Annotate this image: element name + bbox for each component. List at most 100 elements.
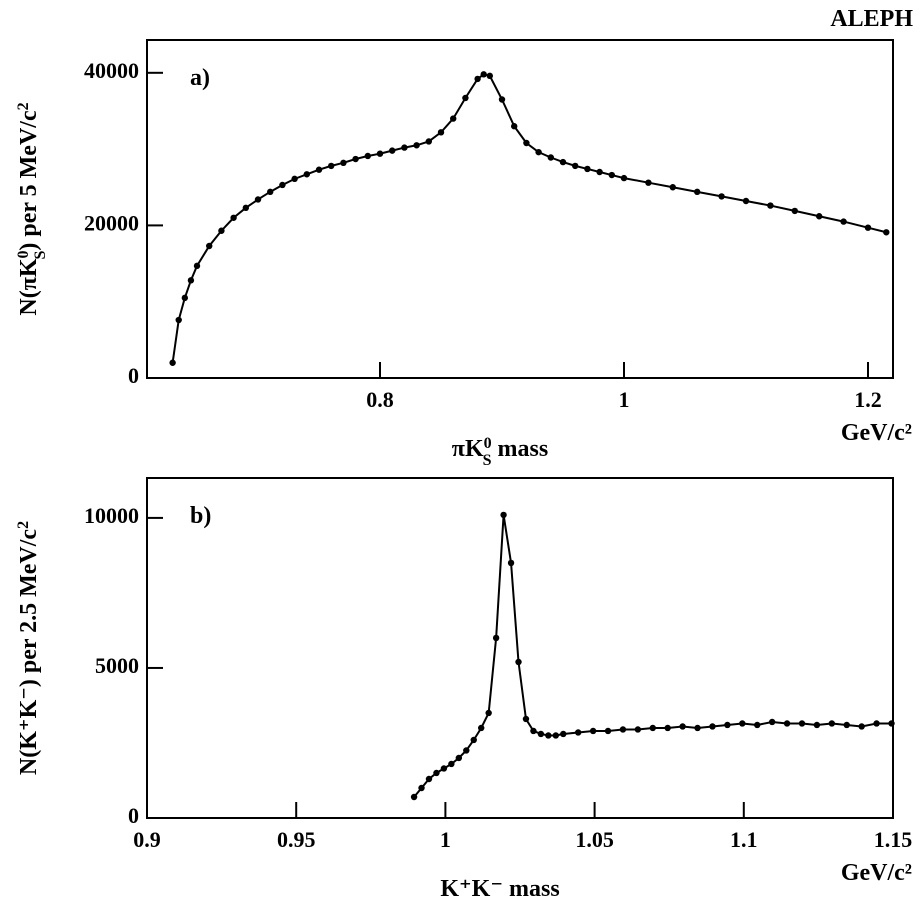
data-point	[864, 224, 872, 231]
data-point	[389, 147, 396, 154]
y-tick-label: 20000	[84, 210, 139, 235]
data-point	[840, 218, 847, 225]
label-part: K⁺K⁻ mass	[440, 876, 559, 900]
data-point	[474, 75, 481, 83]
data-point	[175, 316, 182, 324]
data-point	[470, 736, 477, 744]
label-part: 0	[484, 435, 492, 452]
y-axis-label: N(πK0S) per 5 MeV/c2	[15, 102, 49, 315]
data-point	[507, 559, 515, 567]
data-point	[187, 277, 195, 284]
x-tick-label: 1	[440, 827, 451, 852]
data-point	[604, 727, 612, 735]
x-tick-label: 1.15	[874, 827, 913, 852]
data-point	[883, 229, 890, 236]
data-point	[303, 171, 311, 178]
data-point	[433, 769, 440, 777]
x-tick-label: 1.05	[575, 827, 614, 852]
data-point	[206, 242, 213, 250]
label-part: S	[483, 452, 492, 469]
x-tick-label: 0.95	[277, 827, 316, 852]
panel-label: b)	[190, 503, 211, 529]
data-point	[401, 144, 408, 151]
chart-title: ALEPH	[830, 6, 913, 32]
data-point	[425, 775, 433, 783]
data-point	[364, 152, 372, 160]
data-point	[828, 720, 836, 727]
data-point	[694, 724, 701, 732]
data-point	[522, 715, 530, 723]
data-point	[410, 793, 418, 801]
data-point	[181, 294, 189, 302]
x-unit: GeV/c²	[841, 860, 912, 886]
data-point	[535, 148, 542, 156]
y-tick-label: 5000	[95, 653, 139, 678]
data-point	[843, 721, 850, 729]
x-axis-label: πK0 S mass	[452, 435, 548, 469]
data-point	[315, 166, 323, 173]
data-point	[500, 511, 507, 519]
data-point	[584, 165, 591, 173]
data-point	[462, 94, 469, 102]
data-point	[169, 359, 176, 366]
data-point	[455, 754, 463, 762]
data-point	[572, 162, 579, 170]
data-point	[608, 171, 616, 179]
data-point	[545, 732, 552, 739]
data-point	[798, 720, 806, 727]
data-point	[596, 168, 603, 176]
label-part: mass	[492, 436, 549, 462]
data-point	[669, 184, 676, 191]
data-point	[340, 159, 347, 167]
x-tick-label: 1	[619, 387, 630, 412]
data-point	[664, 724, 671, 732]
data-point	[619, 726, 627, 733]
data-point	[440, 765, 448, 772]
data-point	[523, 139, 530, 147]
y-tick-label: 40000	[84, 58, 139, 83]
data-point	[193, 262, 201, 270]
data-point	[649, 724, 656, 732]
label-part: N(K⁺K⁻) per 2.5 MeV/c	[16, 529, 42, 776]
data-point	[589, 727, 597, 735]
data-point	[783, 720, 791, 727]
data-point	[552, 732, 560, 739]
data-point	[437, 129, 445, 136]
data-point	[645, 179, 652, 186]
x-unit: GeV/c²	[841, 420, 912, 446]
data-point	[511, 123, 518, 130]
data-point	[858, 723, 865, 730]
y-tick-label: 10000	[84, 503, 139, 528]
data-point	[279, 181, 286, 189]
label-part: πK	[452, 436, 484, 462]
data-point	[718, 193, 725, 200]
data-point	[485, 709, 492, 717]
label-part: 2	[15, 102, 32, 110]
data-point	[724, 721, 731, 729]
data-point	[515, 658, 522, 666]
data-point	[418, 784, 425, 792]
data-point	[574, 729, 582, 736]
data-point	[230, 214, 237, 221]
y-tick-label: 0	[128, 363, 139, 388]
data-point	[679, 723, 686, 730]
data-point	[328, 162, 335, 170]
data-point	[413, 142, 420, 149]
label-part: ) per 5 MeV/c	[16, 110, 42, 251]
data-point	[754, 721, 761, 729]
data-point	[693, 188, 701, 196]
data-point	[425, 138, 433, 145]
data-point	[620, 174, 628, 182]
x-tick-label: 0.9	[133, 827, 161, 852]
data-point	[813, 721, 821, 729]
x-tick-label: 1.1	[730, 827, 758, 852]
data-point	[768, 718, 776, 726]
y-tick-label: 0	[128, 803, 139, 828]
data-point	[560, 730, 567, 738]
data-point	[547, 154, 555, 161]
data-point	[742, 197, 750, 205]
data-point	[537, 730, 545, 738]
data-point	[480, 71, 487, 78]
label-part: 0	[15, 250, 32, 258]
